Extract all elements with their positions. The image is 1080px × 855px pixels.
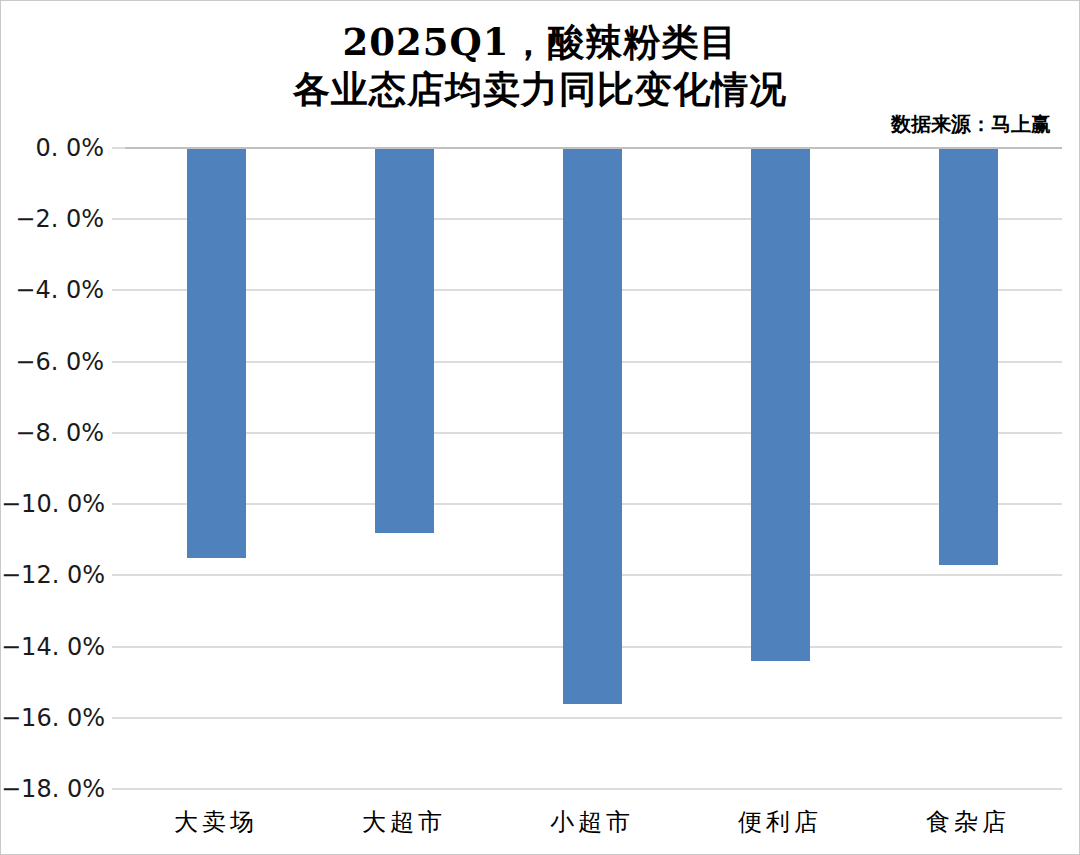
y-axis-tick-mark [112,432,125,434]
y-axis-tick-mark [112,574,125,576]
chart-title-line-2: 各业态店均卖力同比变化情况 [1,66,1079,113]
x-axis-category-label: 小超市 [498,801,686,843]
y-axis-tick-mark [112,503,125,505]
y-axis-tick-mark [112,147,125,149]
y-axis-tick-mark [112,788,125,790]
bar-便利店 [751,148,810,661]
x-axis-category-label: 便利店 [686,801,874,843]
x-axis: 大卖场大超市小超市便利店食杂店 [122,801,1062,843]
bar-slot [122,148,310,789]
x-axis-category-label: 大卖场 [122,801,310,843]
y-axis-tick-label: −16. 0% [1,705,104,731]
plot-area [122,148,1062,789]
bar-大卖场 [187,148,246,558]
chart-canvas: 2025Q1，酸辣粉类目 各业态店均卖力同比变化情况 数据来源：马上赢 0. 0… [0,0,1080,855]
x-axis-category-label: 大超市 [310,801,498,843]
y-axis-tick-label: −12. 0% [1,562,104,588]
bar-slot [310,148,498,789]
y-axis-tick-mark [112,289,125,291]
y-axis-tick-label: 0. 0% [1,135,104,161]
chart-title: 2025Q1，酸辣粉类目 各业态店均卖力同比变化情况 [1,19,1079,113]
bar-大超市 [375,148,434,533]
bar-slot [686,148,874,789]
y-axis-tick-label: −18. 0% [1,776,104,802]
bar-食杂店 [939,148,998,565]
y-axis-tick-mark [112,646,125,648]
x-axis-category-label: 食杂店 [874,801,1062,843]
y-axis-tick-mark [112,717,125,719]
y-axis-tick-label: −8. 0% [1,420,104,446]
bar-slot [874,148,1062,789]
chart-title-line-1: 2025Q1，酸辣粉类目 [1,19,1079,66]
source-note: 数据来源：马上赢 [891,111,1051,138]
y-axis-tick-label: −14. 0% [1,634,104,660]
bars-layer [122,148,1062,789]
bar-小超市 [563,148,622,704]
y-axis-tick-mark [112,361,125,363]
y-axis-tick-label: −10. 0% [1,491,104,517]
y-axis-tick-label: −2. 0% [1,206,104,232]
x-axis-zero-line [112,147,1062,149]
y-axis-tick-label: −4. 0% [1,277,104,303]
bar-slot [498,148,686,789]
y-axis-tick-label: −6. 0% [1,349,104,375]
y-axis-tick-mark [112,218,125,220]
